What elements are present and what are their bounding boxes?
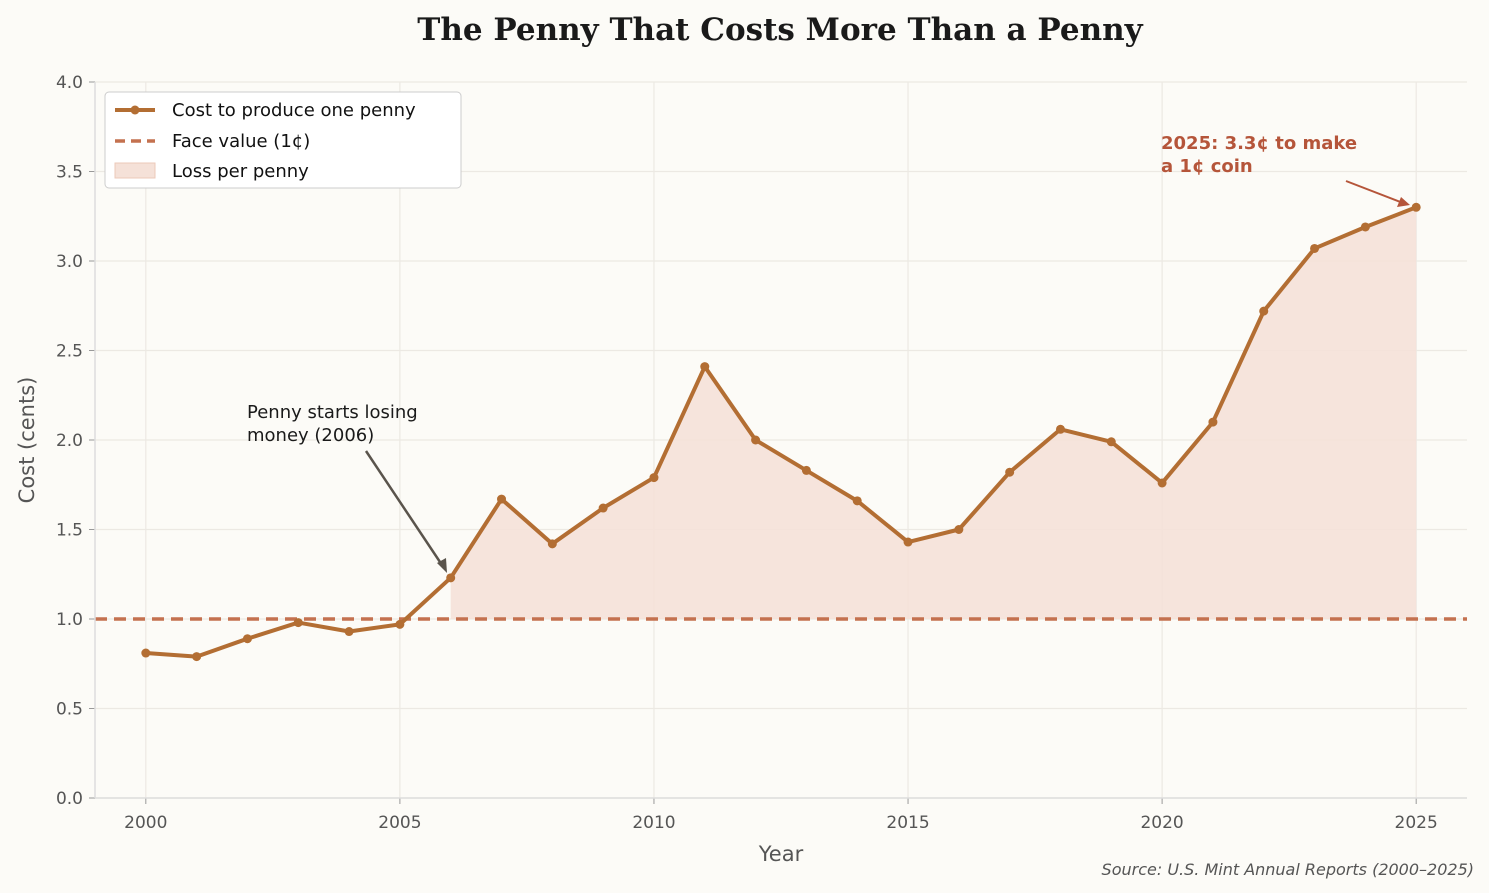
y-tick-label: 3.5 <box>56 163 83 183</box>
data-point-2003 <box>293 618 303 628</box>
data-point-2000 <box>141 648 151 658</box>
y-tick-label: 3.0 <box>56 252 83 272</box>
annotation-2006-arrow <box>364 450 446 569</box>
x-tick-label: 2025 <box>1395 813 1438 833</box>
y-tick-label: 2.5 <box>56 342 83 362</box>
annotation-2025: 2025: 3.3¢ to make a 1¢ coin <box>1161 133 1410 207</box>
x-tick-label: 2010 <box>632 813 675 833</box>
y-tick-label: 1.0 <box>56 610 83 630</box>
data-point-2008 <box>547 539 557 549</box>
annotation-2006-line1: Penny starts losing <box>247 402 418 423</box>
legend-label-face-value: Face value (1¢) <box>172 131 310 152</box>
annotation-2006-line2: money (2006) <box>247 425 374 446</box>
y-axis-label: Cost (cents) <box>15 377 39 504</box>
data-point-2012 <box>751 435 761 445</box>
data-point-2004 <box>344 627 354 637</box>
y-tick-label: 4.0 <box>56 73 83 93</box>
cost-line <box>145 205 1417 659</box>
data-point-2006 <box>446 573 456 583</box>
legend: Cost to produce one penny Face value (1¢… <box>104 91 462 189</box>
data-point-2007 <box>497 494 507 504</box>
annotation-2006: Penny starts losing money (2006) <box>247 402 447 573</box>
legend-label-loss: Loss per penny <box>172 161 309 182</box>
x-tick-label: 2000 <box>124 813 167 833</box>
annotation-2025-line1: 2025: 3.3¢ to make <box>1161 133 1357 154</box>
data-point-2010 <box>649 473 659 483</box>
data-point-2015 <box>903 537 913 547</box>
x-tick-label: 2015 <box>886 813 929 833</box>
axes: 2000 2005 2010 2015 2020 2025 0.0 0.5 1.0 1.5 2.0 2… <box>56 73 1467 833</box>
cost-series <box>141 202 1421 662</box>
annotation-2025-arrow <box>1345 180 1404 204</box>
data-point-2019 <box>1106 437 1116 447</box>
data-point-2017 <box>1005 467 1015 477</box>
chart-title: The Penny That Costs More Than a Penny <box>417 12 1143 48</box>
data-point-2020 <box>1157 478 1167 488</box>
annotation-2006-arrowhead <box>437 558 447 573</box>
data-point-2025 <box>1411 202 1421 212</box>
source-note: Source: U.S. Mint Annual Reports (2000–2… <box>1102 860 1474 879</box>
data-point-2001 <box>192 652 202 662</box>
data-point-2024 <box>1360 222 1370 232</box>
data-point-2011 <box>700 362 710 372</box>
data-point-2009 <box>598 503 608 513</box>
legend-marker-cost <box>130 105 140 115</box>
data-point-2021 <box>1208 417 1218 427</box>
y-tick-label: 0.0 <box>56 789 83 809</box>
x-tick-label: 2005 <box>378 813 421 833</box>
annotation-2025-arrowhead <box>1397 197 1410 207</box>
y-tick-label: 0.5 <box>56 700 83 720</box>
data-point-2022 <box>1259 306 1269 316</box>
data-point-2002 <box>242 634 252 644</box>
y-tick-label: 2.0 <box>56 431 83 451</box>
data-point-2005 <box>395 619 405 629</box>
data-point-2013 <box>801 465 811 475</box>
loss-fill-area <box>450 207 1417 620</box>
x-axis-label: Year <box>758 842 804 866</box>
y-tick-label: 1.5 <box>56 521 83 541</box>
legend-swatch-loss <box>114 162 156 179</box>
legend-label-cost: Cost to produce one penny <box>172 100 416 121</box>
x-tick-label: 2020 <box>1140 813 1183 833</box>
data-point-2014 <box>852 496 862 506</box>
data-point-2023 <box>1310 243 1320 253</box>
loss-fill <box>450 207 1417 620</box>
annotation-2025-line2: a 1¢ coin <box>1161 156 1253 177</box>
data-point-2018 <box>1055 424 1065 434</box>
data-point-2016 <box>954 525 964 534</box>
